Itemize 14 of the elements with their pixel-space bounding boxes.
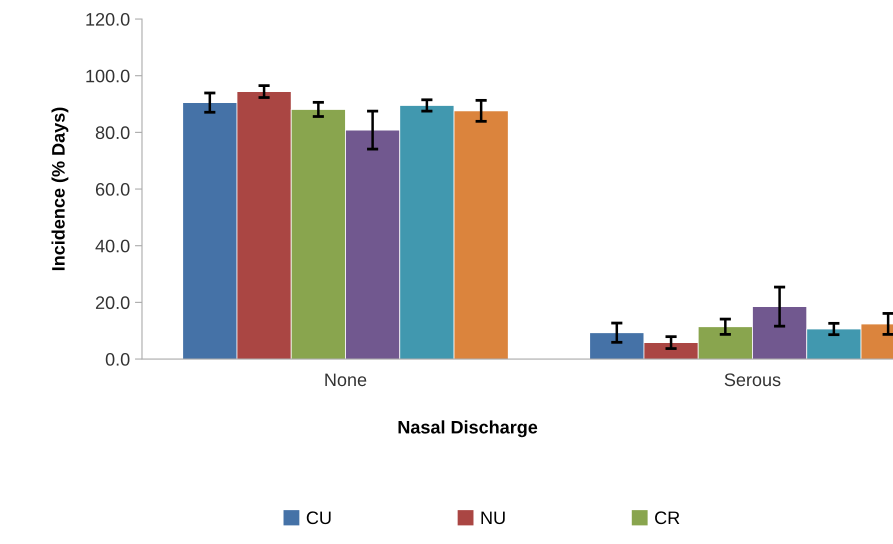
y-tick-label: 120.0 xyxy=(86,12,130,26)
x-tick-label: Serous xyxy=(724,373,780,386)
y-tick-label: 20.0 xyxy=(96,296,130,310)
legend-label: CR xyxy=(655,511,680,524)
y-tick-label: 60.0 xyxy=(96,182,130,196)
y-tick-label: 80.0 xyxy=(96,126,130,140)
y-tick-label: 100.0 xyxy=(86,70,130,82)
x-tick-label: None xyxy=(325,374,366,386)
x-axis-title: Nasal Discharge xyxy=(398,420,538,438)
y-tick-label: 40.0 xyxy=(95,240,130,252)
y-tick-label: 0.0 xyxy=(106,352,130,366)
y-axis-title: Incidence (% Days) xyxy=(52,108,68,270)
legend-label: NU xyxy=(481,512,505,524)
legend-label: CU xyxy=(306,511,331,524)
